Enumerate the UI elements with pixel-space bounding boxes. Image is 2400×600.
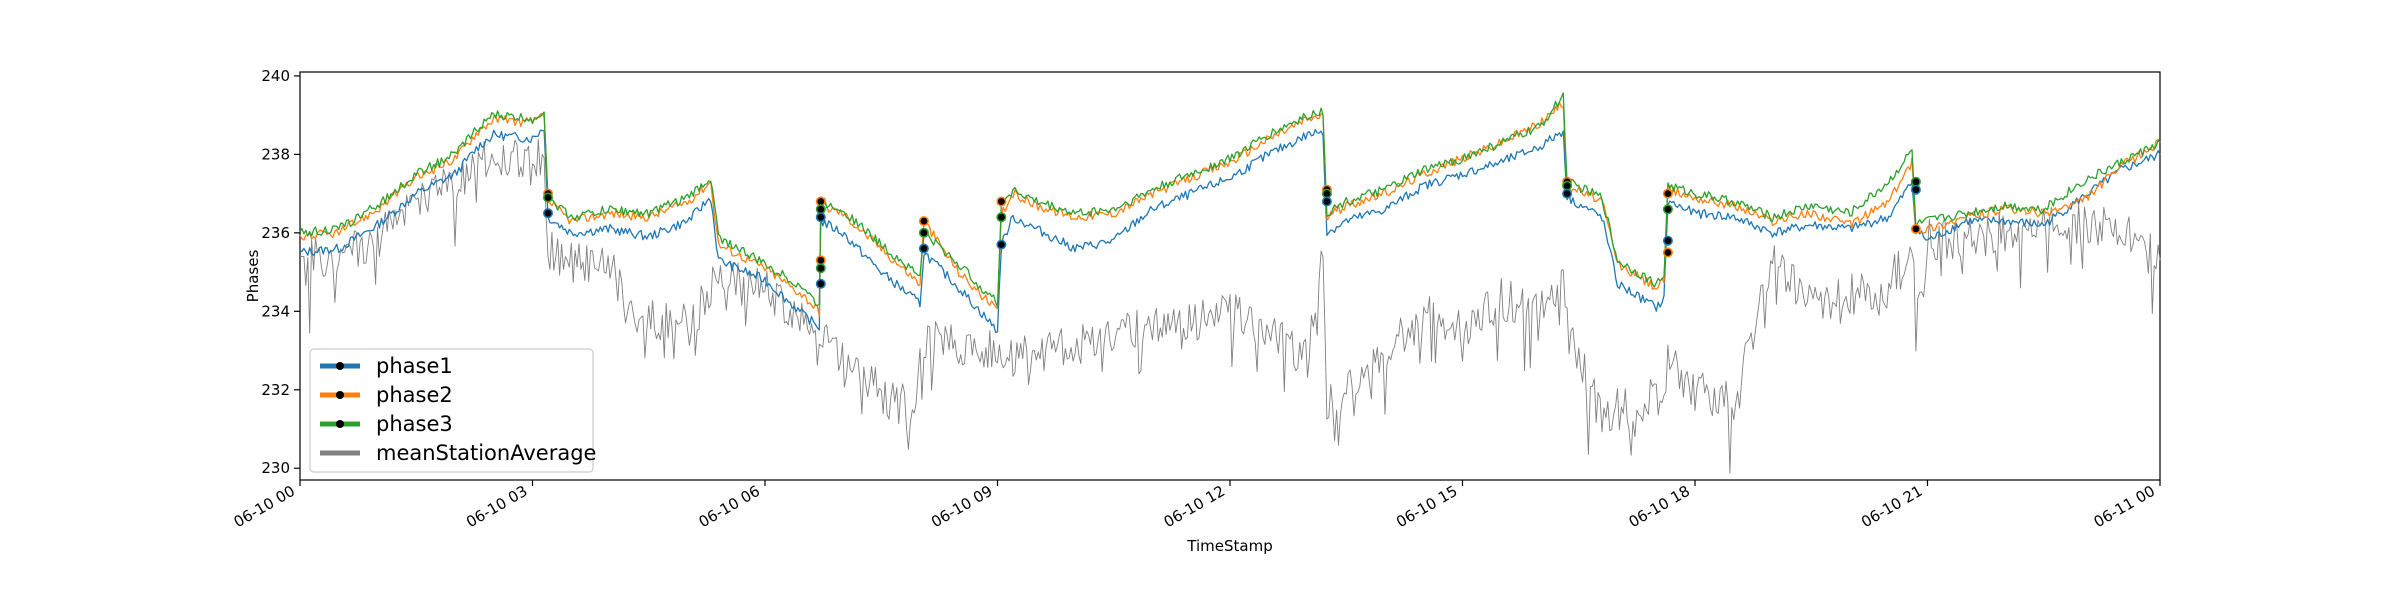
x-tick-label: 06-10 00 [231,482,298,531]
x-tick-label: 06-11 00 [2091,482,2158,531]
x-tick-label: 06-10 03 [463,482,530,531]
x-axis-label: TimeStamp [1186,537,1272,555]
transition-marker [815,212,826,223]
transition-marker [542,208,553,219]
transition-marker [1662,235,1673,246]
legend-marker [336,391,344,399]
y-axis: 230 232 234 236 238 240 [261,67,300,477]
marker-layer [542,176,1921,289]
y-tick-label: 230 [261,459,290,477]
transition-marker [1562,188,1573,199]
transition-marker [1910,184,1921,195]
legend: phase1 phase2 phase3 meanStationAverage [309,348,596,473]
series-line-phase1 [299,128,2161,334]
series-layer [299,92,2161,474]
transition-marker [1662,247,1673,258]
y-tick-label: 240 [261,67,290,85]
y-tick-label: 232 [261,381,290,399]
x-tick-label: 06-10 21 [1858,482,1925,531]
series-line-meanStationAverage [299,138,2161,474]
y-axis-label: Phases [244,250,262,303]
legend-label-phase2: phase2 [376,383,453,407]
x-tick-label: 06-10 18 [1626,482,1693,531]
transition-marker [996,196,1007,207]
legend-label-phase3: phase3 [376,412,453,436]
transition-marker [1662,204,1673,215]
x-tick-label: 06-10 12 [1161,482,1228,531]
x-axis: 06-10 00 06-10 03 06-10 06 06-10 09 06-10 12… [231,480,2161,531]
x-tick-label: 06-10 06 [696,482,763,531]
legend-label-meanStationAverage: meanStationAverage [376,441,596,465]
transition-marker [996,239,1007,250]
transition-marker [542,192,553,203]
legend-marker [336,420,344,428]
transition-marker [1662,188,1673,199]
y-tick-label: 236 [261,224,290,242]
transition-marker [918,227,929,238]
legend-marker [336,362,344,370]
legend-entries: phase1 phase2 phase3 meanStationAverage [320,354,596,465]
transition-marker [918,216,929,227]
transition-marker [918,243,929,254]
x-tick-label: 06-10 15 [1393,482,1460,531]
transition-marker [815,278,826,289]
legend-box [309,348,594,473]
x-tick-label: 06-10 09 [928,482,995,531]
legend-label-phase1: phase1 [376,354,453,378]
transition-marker [815,263,826,274]
y-tick-label: 238 [261,145,290,163]
y-tick-label: 234 [261,302,290,320]
transition-marker [1910,223,1921,234]
transition-marker [996,212,1007,223]
transition-marker [1321,196,1332,207]
series-line-phase3 [299,92,2161,308]
